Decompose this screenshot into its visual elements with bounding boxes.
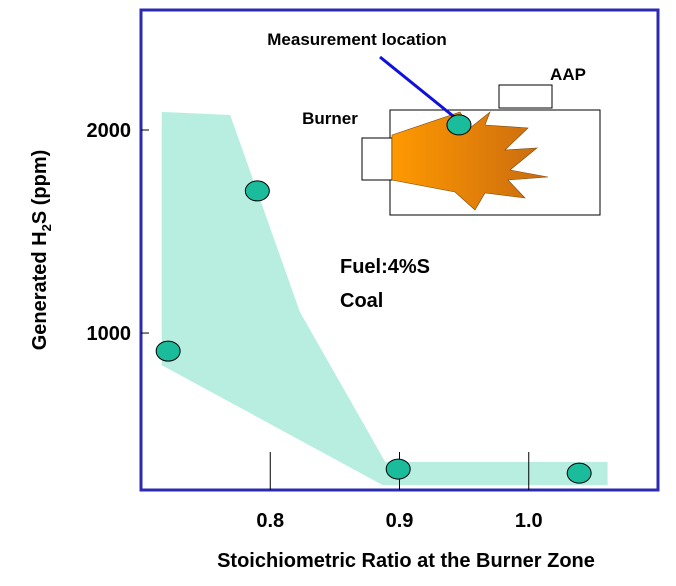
- annotation: Measurement location: [267, 30, 447, 49]
- y-tick-label: 1000: [87, 323, 132, 345]
- range-band: [161, 111, 608, 486]
- point: [244, 180, 270, 202]
- y-axis-label: Generated H2S (ppm): [29, 150, 54, 351]
- point: [446, 114, 472, 136]
- point: [385, 458, 411, 480]
- y-label-part: 2: [39, 224, 54, 231]
- point: [566, 462, 592, 484]
- point: [155, 340, 181, 362]
- aap-box: [498, 84, 553, 109]
- y-tick-label: 2000: [87, 120, 132, 142]
- annotation: Burner: [302, 109, 358, 128]
- x-tick-label: 0.8: [256, 510, 284, 532]
- burner-box: [361, 137, 393, 181]
- pointer-line: [379, 55, 459, 122]
- annotation: AAP: [550, 65, 586, 84]
- x-axis-label: Stoichiometric Ratio at the Burner Zone: [217, 550, 595, 572]
- flame: [391, 111, 549, 211]
- annotation: Coal: [340, 290, 383, 312]
- x-tick-label: 1.0: [515, 510, 543, 532]
- y-label-part: S (ppm): [29, 150, 51, 224]
- annotation: Fuel:4%S: [340, 256, 430, 278]
- y-label-part: Generated H: [29, 231, 51, 350]
- x-tick-label: 0.9: [386, 510, 414, 532]
